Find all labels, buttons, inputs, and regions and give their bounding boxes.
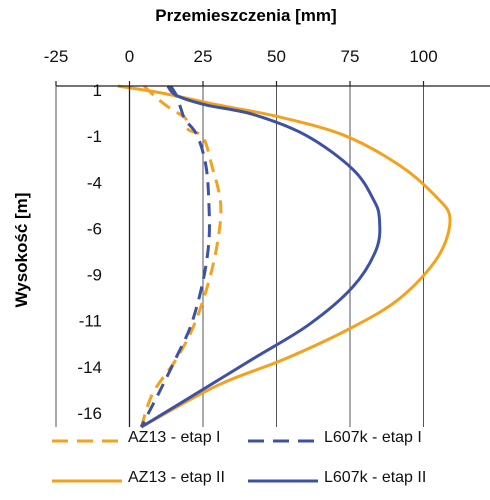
y-tick-labels: 1 -1 -4 -6 -9 -11 -14 -16 bbox=[77, 81, 102, 423]
legend bbox=[52, 439, 318, 483]
y-tick-label: -4 bbox=[87, 173, 102, 192]
series-line-az13-etap-ii bbox=[117, 84, 452, 429]
x-tick-label: 75 bbox=[341, 47, 360, 66]
x-axis-title: Przemieszczenia [mm] bbox=[155, 6, 337, 25]
y-tick-label: -1 bbox=[87, 127, 102, 146]
y-axis-title: Wysokość [m] bbox=[12, 192, 31, 308]
y-tick-label: 1 bbox=[93, 81, 102, 100]
y-tick-label: -14 bbox=[77, 358, 102, 377]
y-tick-label: -16 bbox=[77, 404, 102, 423]
y-tick-label: -11 bbox=[79, 312, 102, 331]
series-line-l607k-etap-i bbox=[139, 85, 211, 428]
legend-label-l607k-etap-2: L607k - etap II bbox=[324, 469, 427, 486]
x-tick-label: -25 bbox=[44, 47, 69, 66]
grid-lines bbox=[55, 86, 424, 427]
axes bbox=[55, 81, 490, 427]
legend-label-az13-etap-2: AZ13 - etap II bbox=[128, 469, 225, 486]
y-tick-label: -6 bbox=[87, 219, 102, 238]
series-line-az13-etap-i bbox=[139, 84, 223, 428]
series-line-l607k-etap-ii bbox=[140, 84, 382, 429]
x-tick-label: 25 bbox=[194, 47, 213, 66]
x-tick-label: 50 bbox=[267, 47, 286, 66]
legend-label-az13-etap-1: AZ13 - etap I bbox=[128, 429, 221, 446]
x-tick-label: 100 bbox=[409, 47, 437, 66]
series-group bbox=[117, 84, 452, 429]
legend-label-l607k-etap-1: L607k - etap I bbox=[324, 429, 422, 446]
y-tick-label: -9 bbox=[87, 266, 102, 285]
x-tick-labels: -25 0 25 50 75 100 bbox=[44, 47, 438, 66]
x-tick-label: 0 bbox=[125, 47, 134, 66]
